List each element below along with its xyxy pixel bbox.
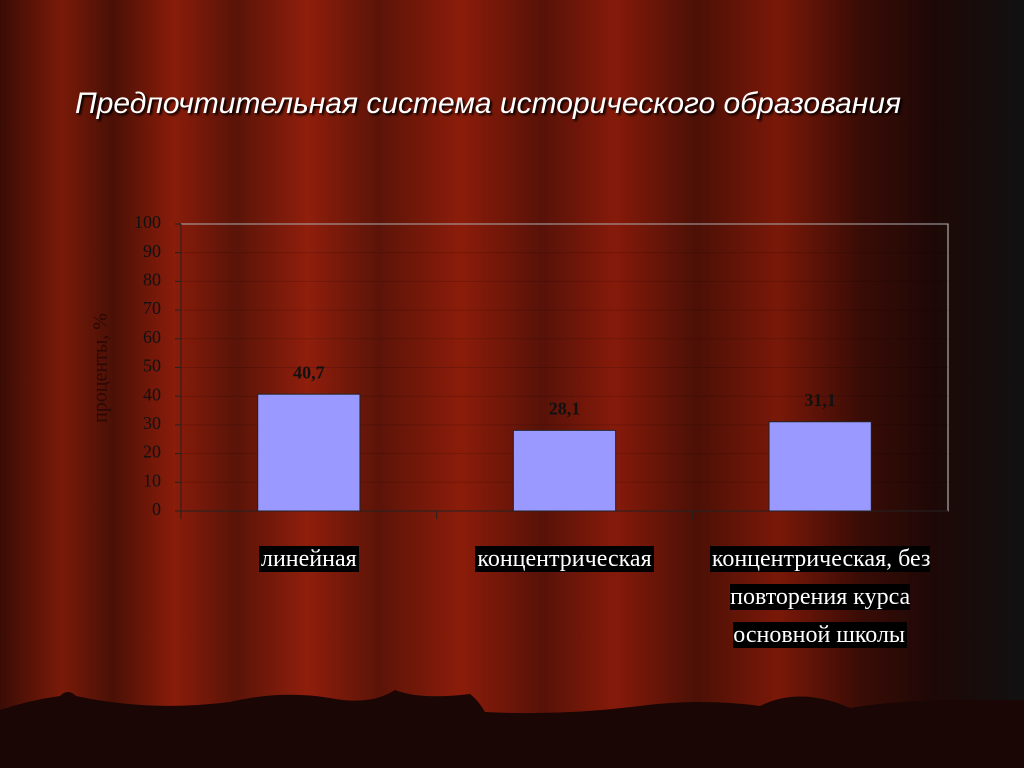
y-tick-label: 70 [143, 298, 161, 318]
y-tick-label: 90 [143, 241, 161, 261]
y-tick-label: 50 [143, 356, 161, 376]
y-tick-label: 0 [152, 499, 161, 519]
y-tick-label: 10 [143, 470, 161, 490]
y-tick-label: 20 [143, 442, 161, 462]
x-tick-label: линейная [181, 540, 437, 578]
x-tick-label: концентрическая, без повторения курса ос… [692, 540, 948, 654]
value-label: 31,1 [804, 390, 836, 410]
y-tick-label: 100 [134, 212, 161, 232]
category-text: линейная [258, 546, 359, 572]
y-axis-title: проценты, % [90, 313, 112, 423]
bar [257, 393, 361, 512]
curtain-bottom [0, 690, 1024, 768]
category-text: концентрическая [475, 546, 654, 572]
y-tick-label: 60 [143, 327, 161, 347]
y-tick-label: 80 [143, 270, 161, 290]
bar [768, 421, 872, 512]
value-label: 40,7 [293, 362, 325, 382]
bar [512, 429, 617, 512]
value-label: 28,1 [549, 398, 581, 418]
x-tick-label: концентрическая [437, 540, 693, 578]
y-tick-label: 40 [143, 384, 161, 404]
y-tick-label: 30 [143, 413, 161, 433]
category-text: концентрическая, без повторения курса ос… [709, 546, 931, 648]
chart-title: Предпочтительная система исторического о… [75, 87, 901, 120]
